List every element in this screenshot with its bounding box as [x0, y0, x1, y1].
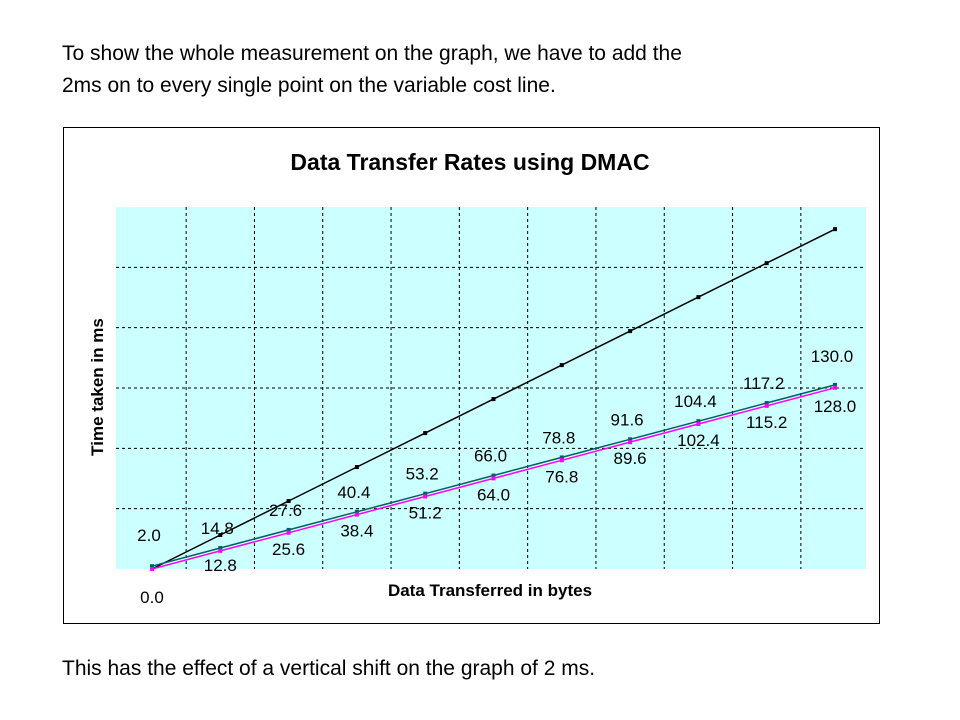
data-label-shifted: 53.2 [406, 465, 439, 484]
data-label-shifted: 40.4 [337, 483, 370, 502]
data-point [696, 422, 701, 427]
data-point [491, 476, 496, 481]
data-point [491, 397, 496, 402]
data-label-base: 128.0 [814, 397, 857, 416]
chart-title: Data Transfer Rates using DMAC [290, 149, 649, 175]
data-point [354, 512, 359, 517]
data-point [628, 440, 633, 445]
data-label-shifted: 2.0 [137, 526, 161, 545]
data-point [559, 363, 564, 368]
data-label-shifted: 14.8 [201, 519, 234, 538]
data-point [628, 329, 633, 334]
grid-lines [116, 207, 866, 569]
data-label-base: 0.0 [140, 588, 164, 607]
intro-line-1: To show the whole measurement on the gra… [62, 42, 682, 65]
data-point [423, 491, 428, 496]
data-label-shifted: 91.6 [611, 410, 644, 429]
data-point [491, 473, 496, 478]
data-label-shifted: 117.2 [743, 374, 784, 393]
data-point [218, 533, 223, 538]
data-point [354, 509, 359, 514]
data-label-base: 76.8 [545, 467, 578, 486]
data-point [286, 499, 291, 504]
data-label-base: 64.0 [477, 485, 510, 504]
data-label-base: 115.2 [746, 413, 787, 432]
data-point [150, 567, 154, 571]
data-point [559, 455, 564, 460]
data-label-base: 25.6 [272, 540, 305, 559]
data-point [286, 527, 291, 532]
data-point [354, 465, 359, 470]
data-point [764, 403, 769, 408]
data-label-base: 89.6 [614, 449, 647, 468]
data-point [696, 295, 701, 300]
series-points [150, 227, 837, 571]
data-label-base: 102.4 [677, 431, 720, 450]
data-point [423, 431, 428, 436]
data-label-base: 51.2 [409, 504, 442, 523]
x-axis-label: Data Transferred in bytes [388, 581, 592, 600]
data-point [218, 546, 223, 551]
data-label-base: 12.8 [204, 556, 237, 575]
data-point [150, 564, 154, 569]
data-point [628, 437, 633, 442]
data-label-shifted: 66.0 [474, 447, 507, 466]
data-label-base: 38.4 [340, 522, 373, 541]
data-label-shifted: 130.0 [811, 347, 854, 366]
data-point [423, 494, 428, 499]
data-point [764, 261, 769, 266]
y-axis-label: Time taken in ms [88, 318, 107, 456]
data-point [559, 458, 564, 463]
data-point [764, 401, 769, 406]
data-point [286, 530, 291, 535]
data-label-shifted: 27.6 [269, 501, 302, 520]
outro-text: This has the effect of a vertical shift … [62, 657, 596, 680]
data-label-shifted: 104.4 [674, 392, 717, 411]
intro-line-2: 2ms on to every single point on the vari… [62, 74, 556, 97]
data-point [833, 382, 837, 387]
data-point [696, 419, 701, 424]
data-point [833, 227, 837, 232]
data-label-shifted: 78.8 [542, 428, 575, 447]
data-labels: 2.0 14.8 27.6 40.4 53.2 66.0 78.8 91.6 104.4 117.… [137, 347, 856, 607]
intro-text: To show the whole measurement on the gra… [62, 38, 902, 102]
data-point [218, 548, 223, 553]
data-point [833, 385, 837, 390]
transfer-rate-chart: Data Transfer Rates using DMAC 2.0 14.8 27… [63, 127, 880, 624]
